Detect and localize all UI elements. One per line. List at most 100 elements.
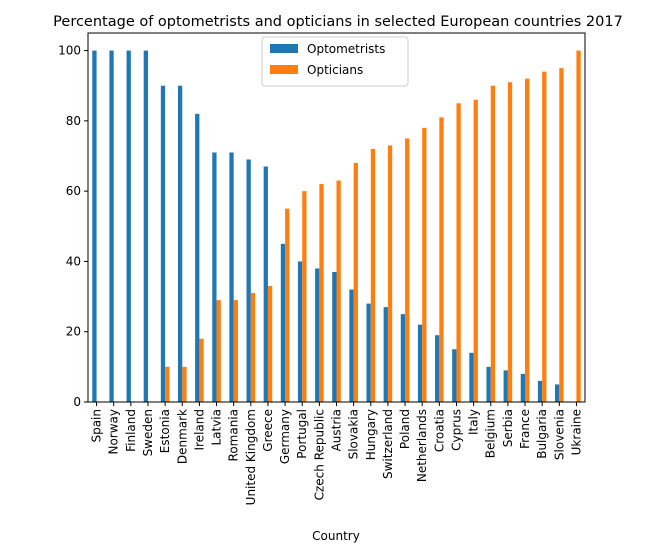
x-tick-label-poland: Poland [398,409,412,449]
x-tick-label-netherlands: Netherlands [415,409,429,482]
y-axis: 0 20 40 60 80 100 [58,44,88,409]
bar-opticians-france [525,78,530,402]
bar-optometrists-latvia [212,152,217,402]
bar-opticians-bulgaria [542,71,547,402]
bars-layer [92,50,581,403]
legend-swatch-opticians [270,65,298,74]
x-tick-label-slovakia: Slovakia [347,409,361,459]
x-tick-label-finland: Finland [124,409,138,452]
x-tick-label-slovenia: Slovenia [552,409,566,460]
y-tick-label: 40 [66,254,81,268]
bar-opticians-estonia [165,366,170,402]
bar-optometrists-portugal [297,261,303,402]
bar-optometrists-bulgaria [537,380,543,402]
x-tick-label-italy: Italy [467,409,481,435]
bar-opticians-germany [285,208,290,402]
bar-opticians-poland [405,138,410,402]
x-tick-label-hungary: Hungary [364,409,378,460]
bar-optometrists-norway [109,50,114,402]
bar-opticians-netherlands [422,127,427,402]
x-tick-label-estonia: Estonia [158,409,172,453]
bar-optometrists-belgium [486,366,491,402]
bar-opticians-romania [233,300,238,402]
bar-opticians-united-kingdom [250,293,256,402]
chart-title: Percentage of optometrists and opticians… [53,14,623,30]
bar-optometrists-slovenia [555,384,560,402]
bar-optometrists-united-kingdom [246,159,251,402]
x-tick-label-switzerland: Switzerland [381,409,395,479]
legend: Optometrists Opticians [261,36,409,87]
x-tick-label-portugal: Portugal [295,409,309,459]
bar-optometrists-denmark [177,85,183,403]
bar-optometrists-poland [400,314,406,402]
bar-optometrists-switzerland [383,307,388,402]
x-tick-label-croatia: Croatia [432,409,446,452]
bar-opticians-ukraine [576,50,581,402]
bar-opticians-slovakia [353,163,358,402]
x-axis-label: Country [312,529,360,543]
x-tick-label-norway: Norway [107,409,121,455]
x-tick-label-sweden: Sweden [141,409,155,456]
x-tick-label-cyprus: Cyprus [449,409,463,451]
x-tick-label-ukraine: Ukraine [569,409,583,455]
bar-opticians-ireland [199,338,204,402]
y-tick-label: 100 [58,44,81,58]
bar-optometrists-czech-republic [315,268,320,402]
bar-optometrists-spain [92,50,97,402]
x-tick-label-germany: Germany [278,409,292,464]
bar-opticians-hungary [370,148,376,402]
y-tick-label: 0 [73,395,81,409]
bar-optometrists-greece [263,166,268,402]
x-tick-label-serbia: Serbia [501,409,515,447]
bar-optometrists-italy [469,352,474,402]
x-tick-label-romania: Romania [227,409,241,461]
y-tick-label: 60 [66,184,81,198]
bar-opticians-croatia [439,117,444,402]
x-tick-label-belgium: Belgium [484,409,498,458]
bar-opticians-switzerland [387,145,393,402]
bar-opticians-austria [336,180,341,402]
legend-swatch-optometrists [270,44,298,53]
x-tick-label-bulgaria: Bulgaria [535,409,549,459]
bar-opticians-serbia [507,82,513,402]
y-tick-label: 20 [66,325,81,339]
bar-optometrists-sweden [143,50,148,402]
bar-opticians-latvia [216,300,221,402]
bar-opticians-denmark [182,366,187,402]
bar-optometrists-estonia [160,85,166,403]
bar-optometrists-cyprus [452,349,457,402]
bar-optometrists-hungary [366,303,371,402]
bar-opticians-belgium [490,85,496,403]
bar-optometrists-romania [229,152,234,402]
x-tick-label-denmark: Denmark [175,409,189,464]
bar-opticians-slovenia [559,68,564,402]
x-tick-label-greece: Greece [261,409,275,452]
x-tick-label-france: France [518,409,532,449]
bar-opticians-czech-republic [319,184,324,402]
y-tick-label: 80 [66,114,81,128]
x-tick-label-czech-republic: Czech Republic [312,409,326,500]
bar-optometrists-france [520,373,526,402]
bar-optometrists-serbia [503,370,508,402]
bar-optometrists-slovakia [349,289,354,402]
legend-label-optometrists: Optometrists [307,42,385,56]
x-tick-label-austria: Austria [330,409,344,451]
bar-optometrists-finland [126,50,131,402]
bar-opticians-cyprus [456,103,461,402]
x-tick-label-ireland: Ireland [192,409,206,451]
x-tick-label-latvia: Latvia [210,409,224,446]
legend-frame [261,36,409,87]
bar-opticians-greece [267,286,273,402]
bar-optometrists-austria [332,271,337,402]
x-tick-label-united-kingdom: United Kingdom [244,409,258,505]
x-tick-label-spain: Spain [90,409,104,443]
bar-optometrists-netherlands [417,324,423,402]
bar-optometrists-croatia [435,335,440,402]
bar-optometrists-ireland [195,113,200,402]
bar-opticians-portugal [302,191,307,402]
bar-opticians-italy [473,99,478,403]
x-axis: Spain Norway Finland Sweden Estonia Denmark Ir… [90,402,583,505]
legend-label-opticians: Opticians [307,63,363,77]
bar-optometrists-germany [280,243,286,402]
